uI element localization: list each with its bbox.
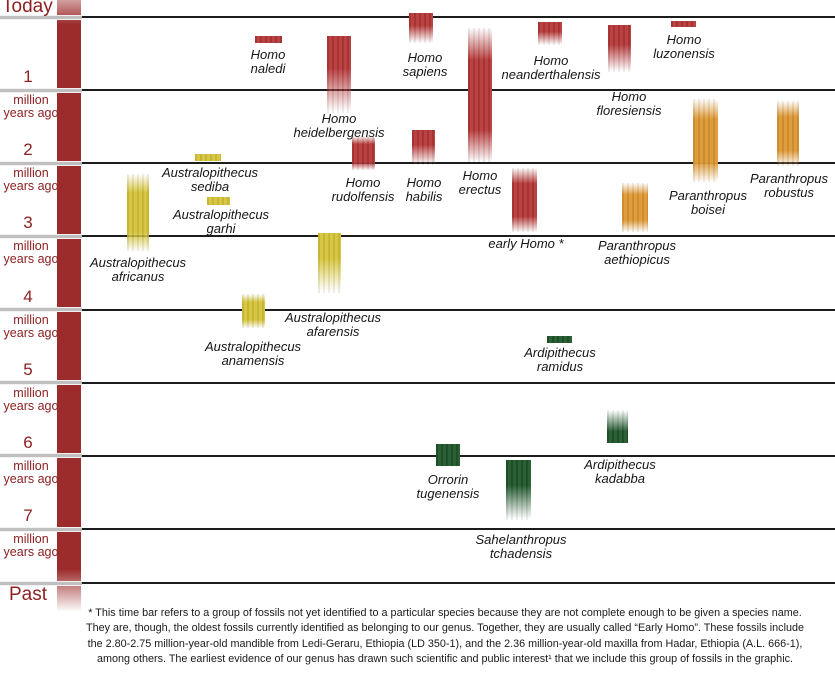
axis-label-today: Today: [2, 0, 53, 17]
axis-unit-6-mya: million years ago: [3, 458, 59, 486]
footnote-line-3: the 2.80-2.75 million-year-old mandible …: [87, 637, 803, 650]
label-paranthropus-boisei: Paranthropus boisei: [668, 188, 748, 217]
gridline-left-6-mya: [0, 453, 82, 459]
footnote-line-1: * This time bar refers to a group of fos…: [88, 607, 802, 619]
axis-unit-5-mya: million years ago: [3, 385, 59, 413]
gridline-left-3-mya: [0, 233, 82, 239]
label-orrorin-tugenensis: Orrorin tugenensis: [416, 472, 480, 501]
axis-tick-2-mya: 2: [23, 140, 33, 160]
bar-homo-erectus: [468, 28, 492, 162]
bar-paranthropus-robustus: [777, 101, 799, 167]
axis-unit-4-mya: million years ago: [3, 312, 59, 340]
axis-label-past: Past: [9, 584, 48, 605]
label-homo-naledi: Homo naledi: [250, 47, 286, 76]
bar-homo-naledi: [255, 36, 282, 44]
bar-paranthropus-aethiopicus: [622, 183, 648, 232]
gridline-left-today: [0, 14, 82, 20]
axis-unit-1-mya: million years ago: [3, 93, 59, 121]
gridline-3-mya: [78, 235, 835, 238]
label-ardipithecus-kadabba: Ardipithecus kadabba: [584, 457, 656, 486]
timeline-plot-area: 1 million years ago 2 million years ago 3 mil…: [0, 0, 835, 612]
axis-tick-4-mya: 4: [23, 286, 33, 306]
label-paranthropus-aethiopicus: Paranthropus aethiopicus: [597, 238, 677, 267]
label-homo-floresiensis: Homo floresiensis: [596, 89, 662, 118]
bar-australopithecus-garhi: [207, 196, 230, 205]
bar-ardipithecus-kadabba: [607, 409, 628, 444]
bar-australopithecus-sediba: [195, 153, 221, 162]
bar-homo-habilis: [412, 130, 435, 165]
bar-homo-heidelbergensis: [327, 36, 351, 113]
label-homo-luzonensis: Homo luzonensis: [653, 32, 715, 61]
bar-australopithecus-africanus: [127, 174, 149, 252]
axis-unit-7-mya: million years ago: [3, 532, 59, 559]
gridline-today: [78, 16, 835, 18]
label-australopithecus-sediba: Australopithecus sediba: [161, 165, 259, 194]
gridline-2-mya: [78, 162, 835, 165]
axis-tick-5-mya: 5: [23, 359, 33, 379]
gridline-7-mya: [78, 528, 835, 530]
gridline-left-7-mya: [0, 526, 82, 532]
footnote: * This time bar refers to a group of fos…: [55, 606, 835, 668]
bar-early-homo: [512, 167, 537, 233]
axis-tick-6-mya: 6: [23, 432, 33, 452]
bar-paranthropus-boisei: [693, 98, 718, 183]
label-australopithecus-garhi: Australopithecus garhi: [172, 207, 270, 236]
bar-ardipithecus-ramidus: [547, 335, 572, 344]
axis-tick-1-mya: 1: [23, 67, 33, 87]
label-australopithecus-anamensis: Australopithecus anamensis: [204, 339, 302, 368]
axis-unit-3-mya: million years ago: [3, 239, 59, 267]
gridline-4-mya: [78, 308, 835, 311]
footnote-line-2: They are, though, the oldest fossils cur…: [86, 622, 804, 635]
label-homo-sapiens: Homo sapiens: [402, 50, 448, 79]
label-australopithecus-afarensis: Australopithecus afarensis: [284, 310, 382, 339]
gridline-1-mya: [78, 89, 835, 92]
bar-sahelanthropus-tchadensis: [506, 460, 531, 521]
axis-tick-7-mya: 7: [23, 506, 33, 525]
axis-unit-2-mya: million years ago: [3, 166, 59, 194]
axis-tick-3-mya: 3: [23, 213, 33, 233]
bar-homo-luzonensis: [671, 20, 696, 28]
gridline-left-5-mya: [0, 380, 82, 386]
label-ardipithecus-ramidus: Ardipithecus ramidus: [524, 345, 596, 374]
bar-australopithecus-afarensis: [318, 232, 341, 293]
label-australopithecus-africanus: Australopithecus africanus: [89, 255, 187, 284]
gridline-left-4-mya: [0, 307, 82, 313]
bar-homo-neanderthalensis: [538, 22, 562, 45]
gridline-5-mya: [78, 381, 835, 384]
bar-homo-floresiensis: [608, 25, 631, 72]
label-sahelanthropus-tchadensis: Sahelanthropus tchadensis: [475, 532, 567, 561]
label-homo-heidelbergensis: Homo heidelbergensis: [293, 111, 385, 140]
label-homo-rudolfensis: Homo rudolfensis: [331, 175, 395, 204]
bar-homo-sapiens: [409, 13, 433, 44]
gridline-left-1-mya: [0, 87, 82, 93]
label-paranthropus-robustus: Paranthropus robustus: [749, 171, 829, 200]
gridline-left-past: [0, 580, 82, 586]
label-homo-erectus: Homo erectus: [458, 168, 502, 197]
label-homo-habilis: Homo habilis: [405, 175, 443, 204]
gridline-past: [78, 582, 835, 585]
gridline-left-2-mya: [0, 160, 82, 166]
bar-australopithecus-anamensis: [242, 294, 265, 328]
time-bar: [57, 0, 81, 612]
label-early-homo: early Homo *: [488, 236, 564, 251]
bar-orrorin-tugenensis: [436, 444, 460, 467]
footnote-line-4: among others. The earliest evidence of o…: [97, 653, 793, 666]
label-homo-neanderthalensis: Homo neanderthalensis: [501, 53, 601, 82]
bar-homo-rudolfensis: [352, 136, 375, 170]
